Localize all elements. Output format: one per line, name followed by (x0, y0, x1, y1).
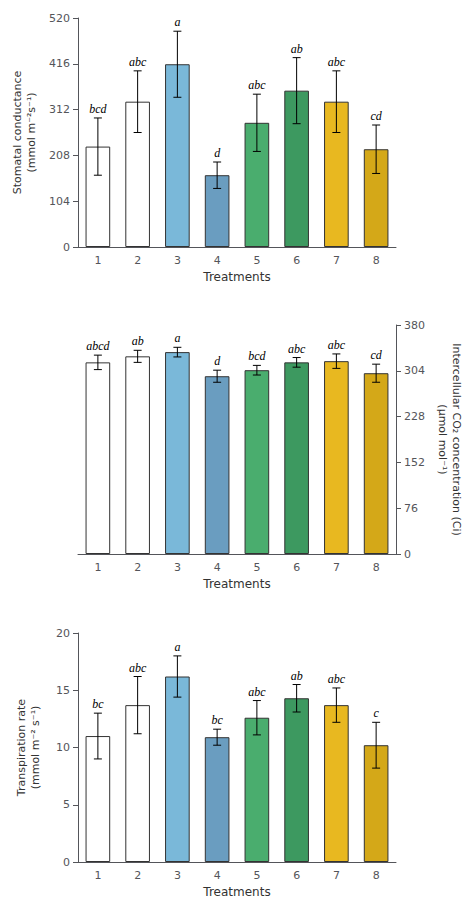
svg-text:abc: abc (248, 78, 266, 92)
svg-text:1: 1 (94, 254, 101, 267)
svg-text:ab: ab (291, 669, 303, 683)
svg-text:520: 520 (49, 12, 70, 25)
svg-text:20: 20 (56, 627, 70, 640)
svg-text:Stomatal conductance: Stomatal conductance (11, 70, 24, 194)
svg-text:10: 10 (56, 741, 70, 754)
svg-text:0: 0 (404, 548, 411, 561)
svg-text:0: 0 (63, 856, 70, 869)
svg-text:3: 3 (174, 869, 181, 882)
svg-text:304: 304 (404, 364, 425, 377)
svg-text:bc: bc (92, 697, 104, 711)
svg-text:1: 1 (94, 561, 101, 574)
svg-text:8: 8 (373, 561, 380, 574)
svg-text:5: 5 (63, 798, 70, 811)
svg-text:a: a (174, 331, 180, 345)
svg-text:abc: abc (328, 338, 346, 352)
svg-text:abc: abc (248, 685, 266, 699)
svg-text:4: 4 (214, 869, 221, 882)
svg-text:6: 6 (293, 254, 300, 267)
svg-text:c: c (373, 706, 379, 720)
svg-text:abc: abc (288, 342, 306, 356)
svg-text:a: a (174, 640, 180, 654)
svg-text:ab: ab (132, 334, 144, 348)
svg-text:1: 1 (94, 869, 101, 882)
svg-text:6: 6 (293, 869, 300, 882)
svg-text:bcd: bcd (89, 102, 107, 116)
svg-text:d: d (214, 146, 221, 160)
svg-text:Transpiration rate: Transpiration rate (15, 699, 28, 798)
svg-text:228: 228 (404, 410, 425, 423)
svg-text:5: 5 (253, 254, 260, 267)
svg-text:3: 3 (174, 561, 181, 574)
svg-text:a: a (174, 15, 180, 29)
svg-text:8: 8 (373, 869, 380, 882)
svg-text:bc: bc (211, 713, 223, 727)
svg-text:bcd: bcd (248, 349, 266, 363)
svg-text:2: 2 (134, 254, 141, 267)
svg-text:208: 208 (49, 149, 70, 162)
svg-text:2: 2 (134, 869, 141, 882)
svg-text:0: 0 (63, 241, 70, 254)
svg-text:152: 152 (404, 456, 425, 469)
svg-text:cd: cd (370, 109, 382, 123)
svg-text:(mmol m⁻² s⁻¹): (mmol m⁻² s⁻¹) (29, 706, 42, 790)
svg-text:7: 7 (333, 254, 340, 267)
svg-text:15: 15 (56, 684, 70, 697)
svg-text:5: 5 (253, 869, 260, 882)
svg-text:Intercellular CO₂ concentratio: Intercellular CO₂ concentration (Ci) (450, 343, 463, 536)
svg-text:(μmol mol⁻¹): (μmol mol⁻¹) (436, 404, 449, 474)
svg-text:abcd: abcd (86, 339, 110, 353)
svg-text:(mmol m⁻²s⁻¹): (mmol m⁻²s⁻¹) (25, 92, 38, 172)
svg-text:cd: cd (370, 348, 382, 362)
svg-text:abc: abc (328, 672, 346, 686)
svg-text:2: 2 (134, 561, 141, 574)
svg-text:6: 6 (293, 561, 300, 574)
svg-text:Treatments: Treatments (202, 270, 270, 284)
svg-text:380: 380 (404, 319, 425, 332)
svg-text:312: 312 (49, 103, 70, 116)
svg-text:4: 4 (214, 561, 221, 574)
svg-text:3: 3 (174, 254, 181, 267)
svg-text:5: 5 (253, 561, 260, 574)
svg-text:abc: abc (129, 661, 147, 675)
svg-text:4: 4 (214, 254, 221, 267)
svg-text:abc: abc (328, 55, 346, 69)
svg-text:abc: abc (129, 55, 147, 69)
svg-text:ab: ab (291, 42, 303, 56)
svg-text:7: 7 (333, 869, 340, 882)
svg-text:416: 416 (49, 57, 70, 70)
svg-text:7: 7 (333, 561, 340, 574)
svg-text:8: 8 (373, 254, 380, 267)
svg-text:d: d (214, 354, 221, 368)
svg-text:104: 104 (49, 195, 70, 208)
svg-text:Treatments: Treatments (202, 885, 270, 899)
svg-text:76: 76 (404, 502, 418, 515)
svg-text:Treatments: Treatments (202, 577, 270, 591)
